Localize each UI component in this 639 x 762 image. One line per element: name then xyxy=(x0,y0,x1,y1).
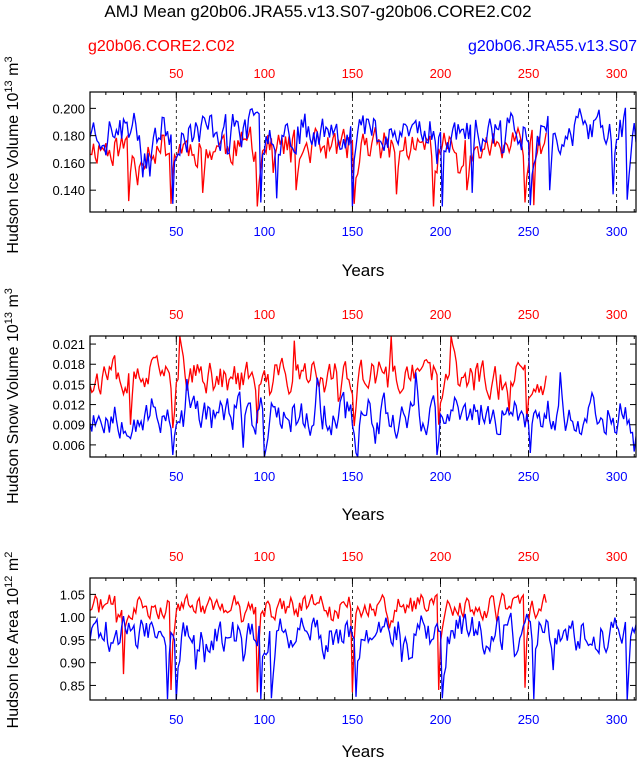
panels: 0.140 0.160 0.180 0.200 50 100 150 200 250 300 50 1… xyxy=(3,56,637,761)
top-x-tick-label: 200 xyxy=(430,66,452,81)
y-tick-label: 0.95 xyxy=(60,633,85,648)
top-x-tick-label: 200 xyxy=(430,307,452,322)
x-axis-label: Years xyxy=(342,505,385,524)
y-tick-label: 0.015 xyxy=(52,377,85,392)
x-axis-label: Years xyxy=(342,742,385,761)
panel-2: 0.006 0.009 0.012 0.015 0.018 0.021 50 100 150 20… xyxy=(3,288,637,524)
top-x-tick-label: 150 xyxy=(342,307,364,322)
y-axis-label: Hudson Ice Volume 1013 m3 xyxy=(3,56,22,253)
top-x-tick-label: 50 xyxy=(169,307,183,322)
y-tick-label: 0.200 xyxy=(52,101,85,116)
y-tick-label: 0.85 xyxy=(60,678,85,693)
top-x-tick-label: 300 xyxy=(606,307,628,322)
series-line-jra55 xyxy=(90,107,636,207)
bottom-x-tick-label: 150 xyxy=(342,469,364,484)
top-x-tick-label: 100 xyxy=(254,549,276,564)
y-tick-label: 0.009 xyxy=(52,418,85,433)
y-tick-label: 0.021 xyxy=(52,337,85,352)
bottom-x-tick-label: 150 xyxy=(342,712,364,727)
bottom-x-tick-label: 150 xyxy=(342,224,364,239)
top-x-tick-label: 250 xyxy=(518,307,540,322)
panel-3: 0.85 0.90 0.95 1.00 1.05 50 100 150 200 250 300 50 1… xyxy=(3,549,637,761)
legend-core2: g20b06.CORE2.C02 xyxy=(88,38,235,55)
bottom-x-tick-label: 100 xyxy=(254,224,276,239)
plot-frame xyxy=(89,91,637,213)
top-x-tick-label: 100 xyxy=(254,66,276,81)
top-x-tick-label: 300 xyxy=(606,549,628,564)
bottom-x-tick-label: 50 xyxy=(169,469,183,484)
top-x-tick-label: 250 xyxy=(518,549,540,564)
top-x-tick-label: 200 xyxy=(430,549,452,564)
y-tick-label: 0.018 xyxy=(52,357,85,372)
bottom-x-tick-label: 100 xyxy=(254,712,276,727)
plot-frame xyxy=(89,577,637,701)
bottom-x-tick-label: 300 xyxy=(606,224,628,239)
y-tick-label: 0.180 xyxy=(52,129,85,144)
bottom-x-tick-label: 250 xyxy=(518,469,540,484)
y-tick-label: 0.90 xyxy=(60,656,85,671)
series-line-core2 xyxy=(90,592,547,693)
figure-title: AMJ Mean g20b06.JRA55.v13.S07-g20b06.COR… xyxy=(104,2,531,21)
y-tick-label: 0.006 xyxy=(52,438,85,453)
series-line-jra55 xyxy=(90,612,636,700)
bottom-x-tick-label: 250 xyxy=(518,712,540,727)
top-x-tick-label: 150 xyxy=(342,66,364,81)
series-line-jra55 xyxy=(90,372,636,457)
y-tick-label: 0.160 xyxy=(52,156,85,171)
y-tick-label: 1.00 xyxy=(60,610,85,625)
x-axis-label: Years xyxy=(342,261,385,280)
bottom-x-tick-label: 200 xyxy=(430,224,452,239)
top-x-tick-label: 50 xyxy=(169,549,183,564)
bottom-x-tick-label: 200 xyxy=(430,712,452,727)
legend-jra55: g20b06.JRA55.v13.S07 xyxy=(468,38,637,55)
y-axis-label: Hudson Ice Area 1012 m2 xyxy=(3,552,22,729)
bottom-x-tick-label: 200 xyxy=(430,469,452,484)
bottom-x-tick-label: 100 xyxy=(254,469,276,484)
y-axis-label: Hudson Snow Volume 1013 m3 xyxy=(3,288,22,504)
top-x-tick-label: 50 xyxy=(169,66,183,81)
top-x-tick-label: 150 xyxy=(342,549,364,564)
top-x-tick-label: 100 xyxy=(254,307,276,322)
top-x-tick-label: 300 xyxy=(606,66,628,81)
plot-frame xyxy=(89,335,637,458)
y-tick-label: 0.140 xyxy=(52,183,85,198)
bottom-x-tick-label: 300 xyxy=(606,469,628,484)
y-tick-label: 0.012 xyxy=(52,398,85,413)
top-x-tick-label: 250 xyxy=(518,66,540,81)
bottom-x-tick-label: 300 xyxy=(606,712,628,727)
panel-1: 0.140 0.160 0.180 0.200 50 100 150 200 250 300 50 1… xyxy=(3,56,637,280)
bottom-x-tick-label: 250 xyxy=(518,224,540,239)
bottom-x-tick-label: 50 xyxy=(169,712,183,727)
y-tick-label: 1.05 xyxy=(60,587,85,602)
bottom-x-tick-label: 50 xyxy=(169,224,183,239)
